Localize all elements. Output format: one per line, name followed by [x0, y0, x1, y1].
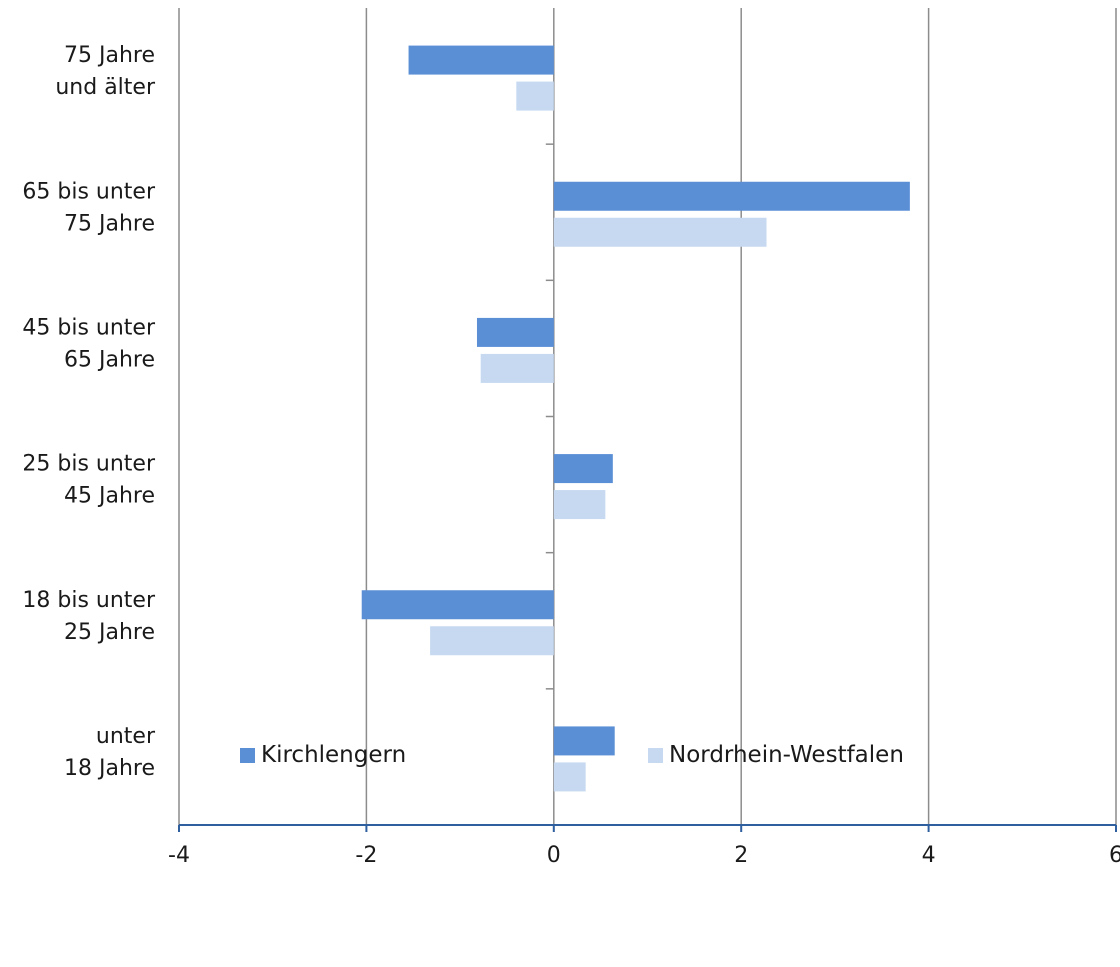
category-label: 18 bis unter	[22, 588, 156, 613]
legend-swatch-kirchlengern	[240, 747, 255, 763]
bar-kirchlengern	[476, 317, 554, 347]
category-label: 65 Jahre	[64, 347, 155, 372]
bar-nrw	[430, 626, 554, 656]
legend-label-kirchlengern: Kirchlengern	[261, 742, 407, 768]
bar-nrw	[553, 762, 586, 792]
category-label: unter	[96, 724, 156, 749]
category-label: und älter	[55, 75, 156, 100]
bar-nrw	[553, 217, 767, 247]
tick-labels: -4 -2 0 2 4 6	[168, 843, 1120, 868]
bar-kirchlengern	[553, 181, 910, 211]
category-label: 75 Jahre	[64, 211, 155, 236]
tick-label: -2	[355, 843, 377, 868]
bar-nrw	[516, 81, 554, 111]
category-label: 45 Jahre	[64, 484, 155, 509]
legend-item-kirchlengern: Kirchlengern	[240, 742, 406, 768]
bar-kirchlengern	[553, 454, 613, 484]
bar-kirchlengern	[408, 45, 554, 75]
category-label: 75 Jahre	[64, 43, 155, 68]
tick-label: 4	[922, 843, 936, 868]
category-labels: 75 Jahre und älter 65 bis unter 75 Jahre 45 …	[22, 43, 156, 781]
category-label: 25 Jahre	[64, 620, 155, 645]
category-label: 18 Jahre	[64, 756, 155, 781]
category-label: 45 bis unter	[22, 315, 156, 340]
legend: Kirchlengern Nordrhein-Westfalen	[0, 742, 1120, 782]
tick-label: 2	[734, 843, 748, 868]
tick-label: 6	[1109, 843, 1120, 868]
bar-kirchlengern	[553, 726, 615, 756]
legend-swatch-nrw	[648, 747, 663, 763]
tick-label: -4	[168, 843, 190, 868]
bar-nrw	[553, 490, 606, 520]
legend-label-nrw: Nordrhein-Westfalen	[669, 742, 904, 768]
legend-item-nrw: Nordrhein-Westfalen	[648, 742, 904, 768]
gridlines	[178, 8, 1117, 825]
bar-nrw	[480, 353, 554, 383]
category-label: 65 bis unter	[22, 179, 156, 204]
axes	[178, 8, 1117, 832]
bar-kirchlengern	[361, 590, 554, 620]
bars	[361, 45, 910, 792]
tick-label: 0	[547, 843, 561, 868]
category-label: 25 bis unter	[22, 452, 156, 477]
